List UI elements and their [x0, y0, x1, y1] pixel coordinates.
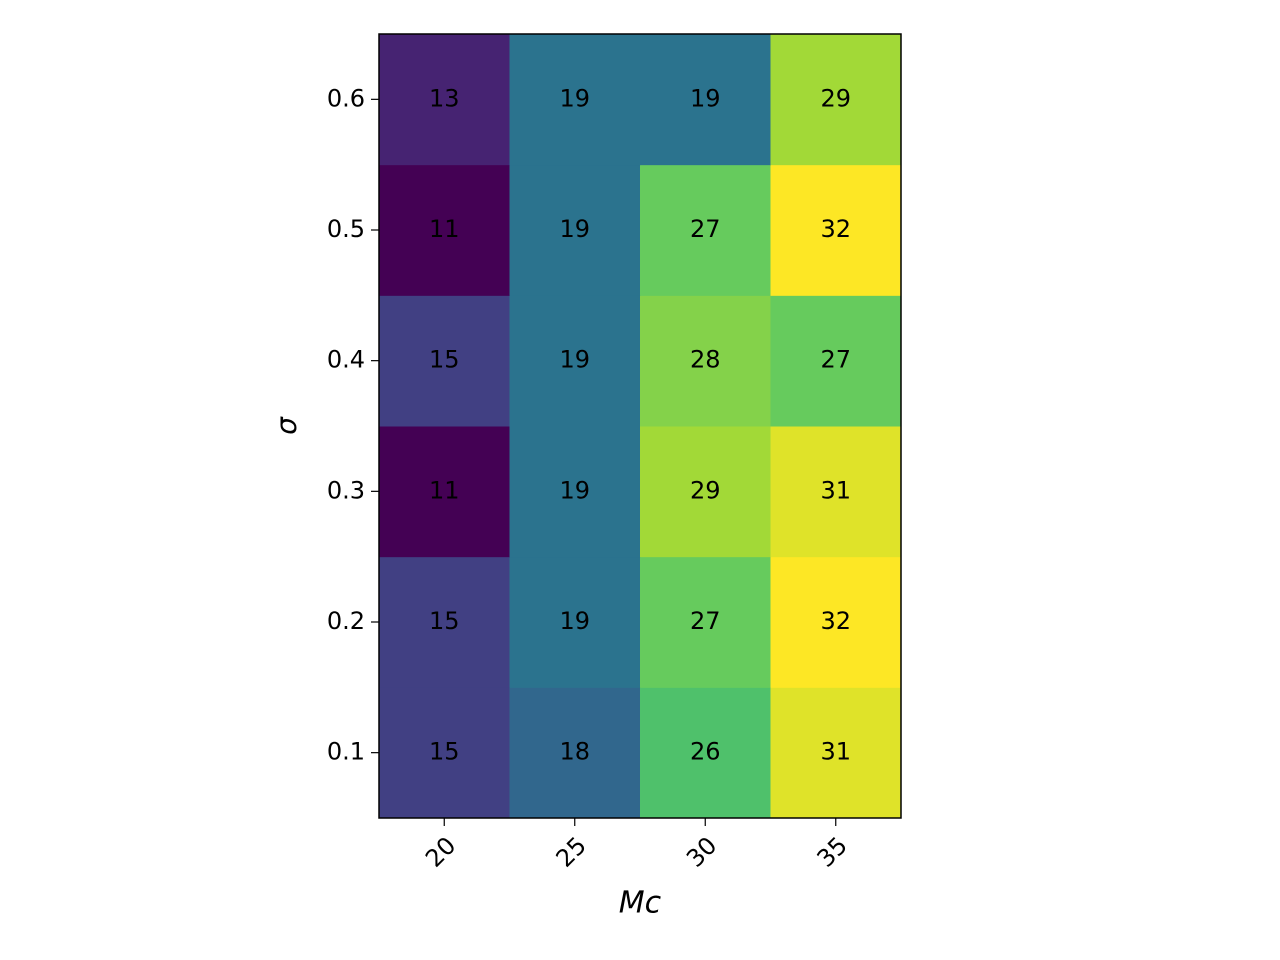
heatmap-cell: [640, 556, 771, 688]
cell-label: 26: [690, 738, 721, 766]
x-tick-label: 35: [812, 831, 853, 872]
cell-label: 15: [429, 607, 460, 635]
cell-label: 29: [820, 84, 851, 112]
cell-label: 27: [690, 607, 721, 635]
cell-label: 13: [429, 84, 460, 112]
heatmap-cell: [640, 164, 771, 296]
x-axis-label: Mc: [619, 886, 662, 921]
heatmap-cell: [509, 295, 641, 427]
heatmap-cell: [770, 556, 902, 688]
heatmap-cell: [770, 164, 902, 296]
x-tick-label: 25: [551, 831, 592, 872]
cell-label: 27: [690, 215, 721, 243]
y-tick-label: 0.6: [327, 84, 365, 112]
heatmap-cell: [509, 687, 641, 819]
heatmap-cell: [770, 687, 902, 819]
heatmap-cell: [509, 426, 641, 558]
heatmap-cell: [770, 34, 902, 166]
heatmap-cell: [770, 426, 902, 558]
heatmap-cell: [379, 164, 510, 296]
cell-label: 11: [429, 215, 460, 243]
cell-label: 19: [559, 607, 590, 635]
cell-label: 19: [559, 346, 590, 374]
heatmap-cell: [379, 426, 510, 558]
cell-label: 19: [559, 476, 590, 504]
cell-label: 15: [429, 738, 460, 766]
heatmap-cell: [770, 295, 902, 427]
cell-label: 15: [429, 346, 460, 374]
cell-label: 31: [820, 738, 851, 766]
x-tick-label: 30: [681, 831, 722, 872]
plot-frame: [378, 33, 902, 819]
heatmap-cell: [640, 295, 771, 427]
heatmap-cell: [379, 34, 510, 166]
heatmap-cell: [379, 687, 510, 819]
y-axis-label: σ: [270, 416, 303, 435]
heatmap-cell: [509, 164, 641, 296]
cell-label: 11: [429, 476, 460, 504]
cell-label: 18: [559, 738, 590, 766]
cell-label: 32: [820, 607, 851, 635]
heatmap-cell: [379, 556, 510, 688]
cell-label: 19: [559, 84, 590, 112]
y-tick-label: 0.3: [327, 476, 365, 504]
cell-label: 28: [690, 346, 721, 374]
cell-label: 27: [820, 346, 851, 374]
x-tick-label: 20: [420, 831, 461, 872]
heatmap-cell: [509, 34, 641, 166]
cell-label: 19: [690, 84, 721, 112]
heatmap-cell: [640, 687, 771, 819]
y-tick-label: 0.1: [327, 738, 365, 766]
y-tick-label: 0.5: [327, 215, 365, 243]
heatmap-cell: [640, 426, 771, 558]
y-tick-label: 0.4: [327, 346, 365, 374]
cell-label: 29: [690, 476, 721, 504]
cell-label: 32: [820, 215, 851, 243]
cell-label: 31: [820, 476, 851, 504]
heatmap-cell: [640, 34, 771, 166]
heatmap-cell: [379, 295, 510, 427]
y-tick-label: 0.2: [327, 607, 365, 635]
cell-label: 19: [559, 215, 590, 243]
heatmap-cell: [509, 556, 641, 688]
